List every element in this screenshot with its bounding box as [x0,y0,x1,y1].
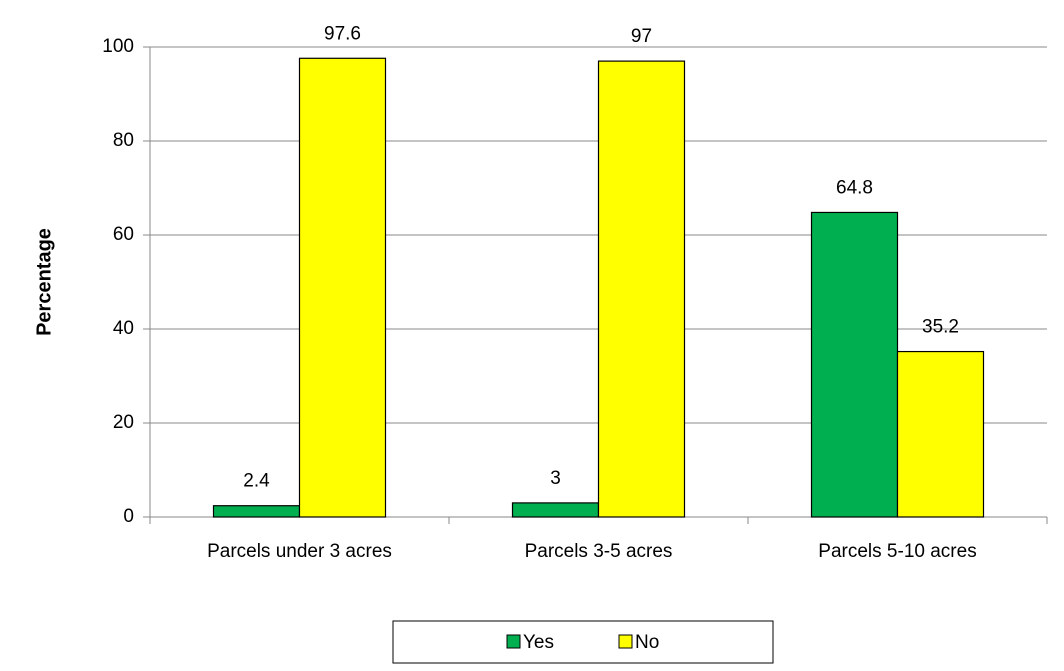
y-axis-label: Percentage [33,228,55,336]
legend-swatch [618,634,633,649]
data-label: 97.6 [324,23,361,44]
legend [392,620,774,664]
data-label: 97 [631,26,652,47]
y-tick-label: 20 [113,412,134,433]
y-tick-label: 40 [113,318,134,339]
data-label: 3 [550,468,561,489]
bar [597,60,686,518]
bar [810,211,899,518]
data-label: 64.8 [836,177,873,198]
x-tick-label: Parcels under 3 acres [207,541,392,562]
data-label: 35.2 [922,317,959,338]
x-tick-label: Parcels 5-10 acres [818,541,976,562]
legend-label: Yes [523,632,554,653]
y-tick-label: 80 [113,130,134,151]
bar [511,502,600,518]
x-tick-label: Parcels 3-5 acres [525,541,673,562]
data-label: 2.4 [243,471,270,492]
bar [896,350,985,518]
y-tick-label: 0 [123,506,134,527]
legend-swatch [506,634,521,649]
y-tick-label: 60 [113,224,134,245]
bar [212,505,301,518]
legend-label: No [635,632,659,653]
bar [298,57,387,518]
y-tick-label: 100 [102,36,134,57]
